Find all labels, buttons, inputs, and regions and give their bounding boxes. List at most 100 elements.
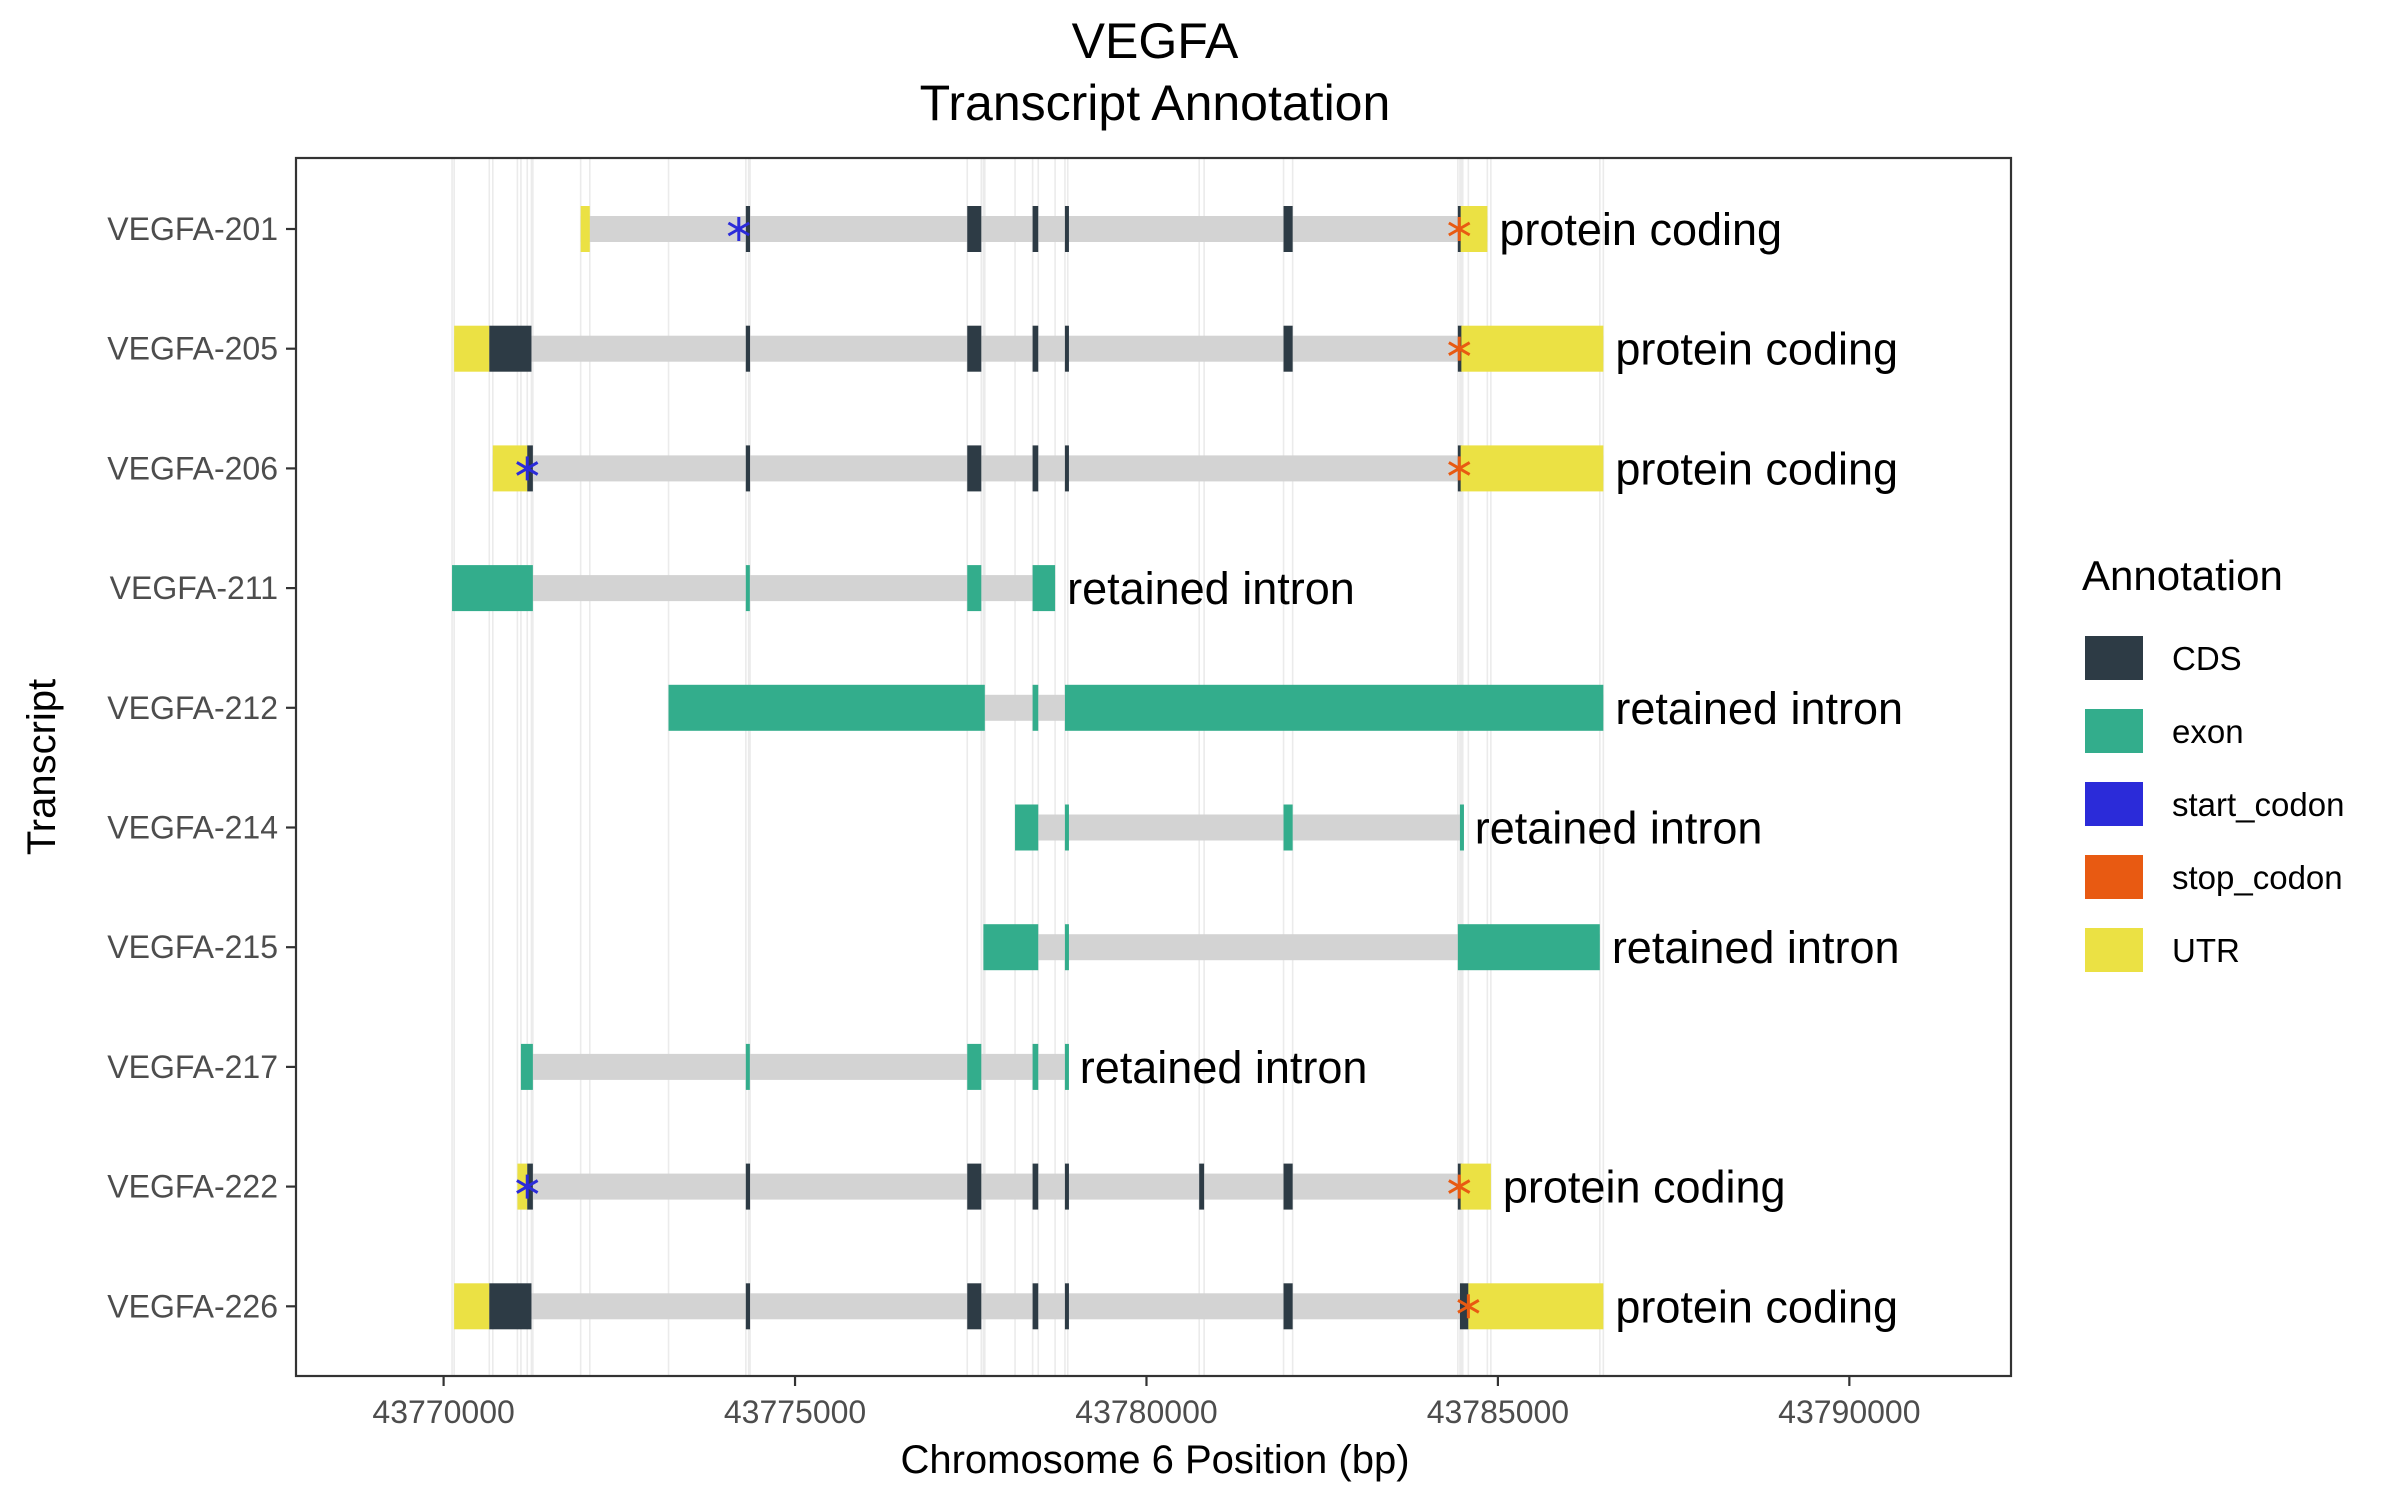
- utr-block: [454, 325, 490, 372]
- exon-block: [1064, 924, 1069, 971]
- legend-swatch-exon: [2085, 709, 2143, 753]
- transcript-biotype-label: retained intron: [1475, 803, 1763, 854]
- cds-block: [967, 206, 982, 252]
- cds-block: [1032, 1163, 1039, 1210]
- chart-subtitle: Transcript Annotation: [920, 75, 1391, 131]
- exon-block: [1459, 804, 1464, 851]
- y-tick-label: VEGFA-201: [107, 211, 278, 247]
- intron-line: [454, 1293, 1604, 1320]
- utr-block: [1461, 325, 1604, 372]
- y-tick-label: VEGFA-211: [110, 570, 278, 606]
- intron-line: [517, 1173, 1491, 1200]
- stop-codon-marker: [1457, 1294, 1480, 1319]
- transcript-biotype-label: protein coding: [1615, 324, 1898, 375]
- exon-block: [1032, 684, 1039, 731]
- stop-codon-marker: [1448, 1174, 1471, 1199]
- chart-title: VEGFA: [1072, 13, 1239, 69]
- transcript-biotype-label: protein coding: [1615, 443, 1898, 494]
- utr-block: [454, 1283, 490, 1330]
- exon-block: [452, 565, 533, 612]
- x-tick-label: 43775000: [724, 1394, 866, 1430]
- legend-label: stop_codon: [2172, 859, 2343, 896]
- exon-block: [1064, 1043, 1069, 1090]
- transcript-track: protein coding: [454, 1281, 1898, 1332]
- cds-block: [489, 325, 532, 372]
- x-axis-title: Chromosome 6 Position (bp): [900, 1438, 1409, 1482]
- exon-block: [668, 684, 985, 731]
- exon-block: [520, 1043, 533, 1090]
- transcript-track: retained intron: [1015, 803, 1762, 854]
- cds-block: [1064, 1283, 1069, 1330]
- cds-block: [1283, 325, 1293, 372]
- transcript-biotype-label: protein coding: [1503, 1162, 1786, 1213]
- transcript-track: retained intron: [520, 1042, 1367, 1093]
- stop-codon-marker: [1448, 336, 1471, 361]
- stop-codon-marker-stroke: [1448, 221, 1471, 237]
- cds-block: [745, 445, 751, 492]
- transcript-track: protein coding: [454, 324, 1898, 375]
- transcript-biotype-label: retained intron: [1615, 683, 1903, 734]
- y-tick-label: VEGFA-205: [107, 331, 278, 367]
- cds-block: [489, 1283, 532, 1330]
- legend-label: UTR: [2172, 932, 2240, 969]
- transcript-track: retained intron: [668, 683, 1903, 734]
- cds-block: [745, 206, 751, 252]
- x-tick-label: 43790000: [1778, 1394, 1920, 1430]
- exon-block: [1064, 804, 1069, 851]
- utr-block: [1460, 445, 1604, 492]
- utr-block: [1460, 206, 1488, 252]
- cds-block: [967, 445, 982, 492]
- exon-block: [745, 1043, 750, 1090]
- y-tick-label: VEGFA-222: [107, 1169, 278, 1205]
- transcript-biotype-label: retained intron: [1067, 563, 1355, 614]
- legend-label: CDS: [2172, 640, 2242, 677]
- start-codon-marker: [727, 217, 750, 241]
- y-tick-label: VEGFA-212: [107, 690, 278, 726]
- intron-line: [454, 335, 1604, 362]
- transcript-track: retained intron: [983, 922, 1900, 973]
- intron-line: [452, 575, 1056, 602]
- panel-border: [294, 156, 2013, 1378]
- transcript-track: protein coding: [516, 1162, 1786, 1213]
- utr-block: [580, 206, 590, 252]
- y-tick-label: VEGFA-226: [107, 1288, 278, 1324]
- y-tick-label: VEGFA-215: [107, 929, 278, 965]
- utr-block: [1468, 1283, 1604, 1330]
- stop-codon-marker-stroke: [1457, 1299, 1480, 1314]
- legend: Annotation CDS exon start_codon stop_codon U…: [2082, 552, 2344, 972]
- transcript-track: protein coding: [580, 204, 1782, 255]
- transcript-track: retained intron: [452, 563, 1355, 614]
- exon-block: [1015, 804, 1039, 851]
- cds-block: [967, 1163, 982, 1210]
- cds-block: [1459, 1283, 1469, 1330]
- start-codon-marker-stroke: [516, 1179, 539, 1194]
- exon-block: [1283, 804, 1293, 851]
- stop-codon-marker-stroke: [1448, 341, 1471, 356]
- transcript-biotype-label: protein coding: [1499, 204, 1782, 255]
- transcript-biotype-label: retained intron: [1612, 922, 1900, 973]
- start-codon-marker: [516, 456, 539, 481]
- exon-block: [1032, 565, 1056, 612]
- plot-panel: protein coding VEGFA-226 protein coding VEG…: [107, 156, 2013, 1430]
- cds-block: [745, 1283, 751, 1330]
- legend-title: Annotation: [2082, 552, 2283, 599]
- legend-label: start_codon: [2172, 786, 2344, 823]
- cds-block: [745, 325, 751, 372]
- start-codon-marker-stroke: [516, 461, 539, 476]
- legend-swatch-stop-codon: [2085, 855, 2143, 899]
- intron-line: [492, 455, 1604, 482]
- cds-block: [1032, 206, 1039, 252]
- cds-block: [967, 1283, 982, 1330]
- intron-line: [1015, 814, 1463, 841]
- legend-swatch-UTR: [2085, 928, 2143, 972]
- stop-codon-marker-stroke: [1448, 1179, 1471, 1194]
- utr-block: [492, 445, 528, 492]
- cds-block: [1064, 1163, 1069, 1210]
- transcript-track: protein coding: [492, 443, 1898, 494]
- exon-block: [1032, 1043, 1039, 1090]
- stop-codon-marker-stroke: [1448, 461, 1471, 476]
- exon-block: [983, 924, 1039, 971]
- y-axis-title: Transcript: [20, 679, 64, 855]
